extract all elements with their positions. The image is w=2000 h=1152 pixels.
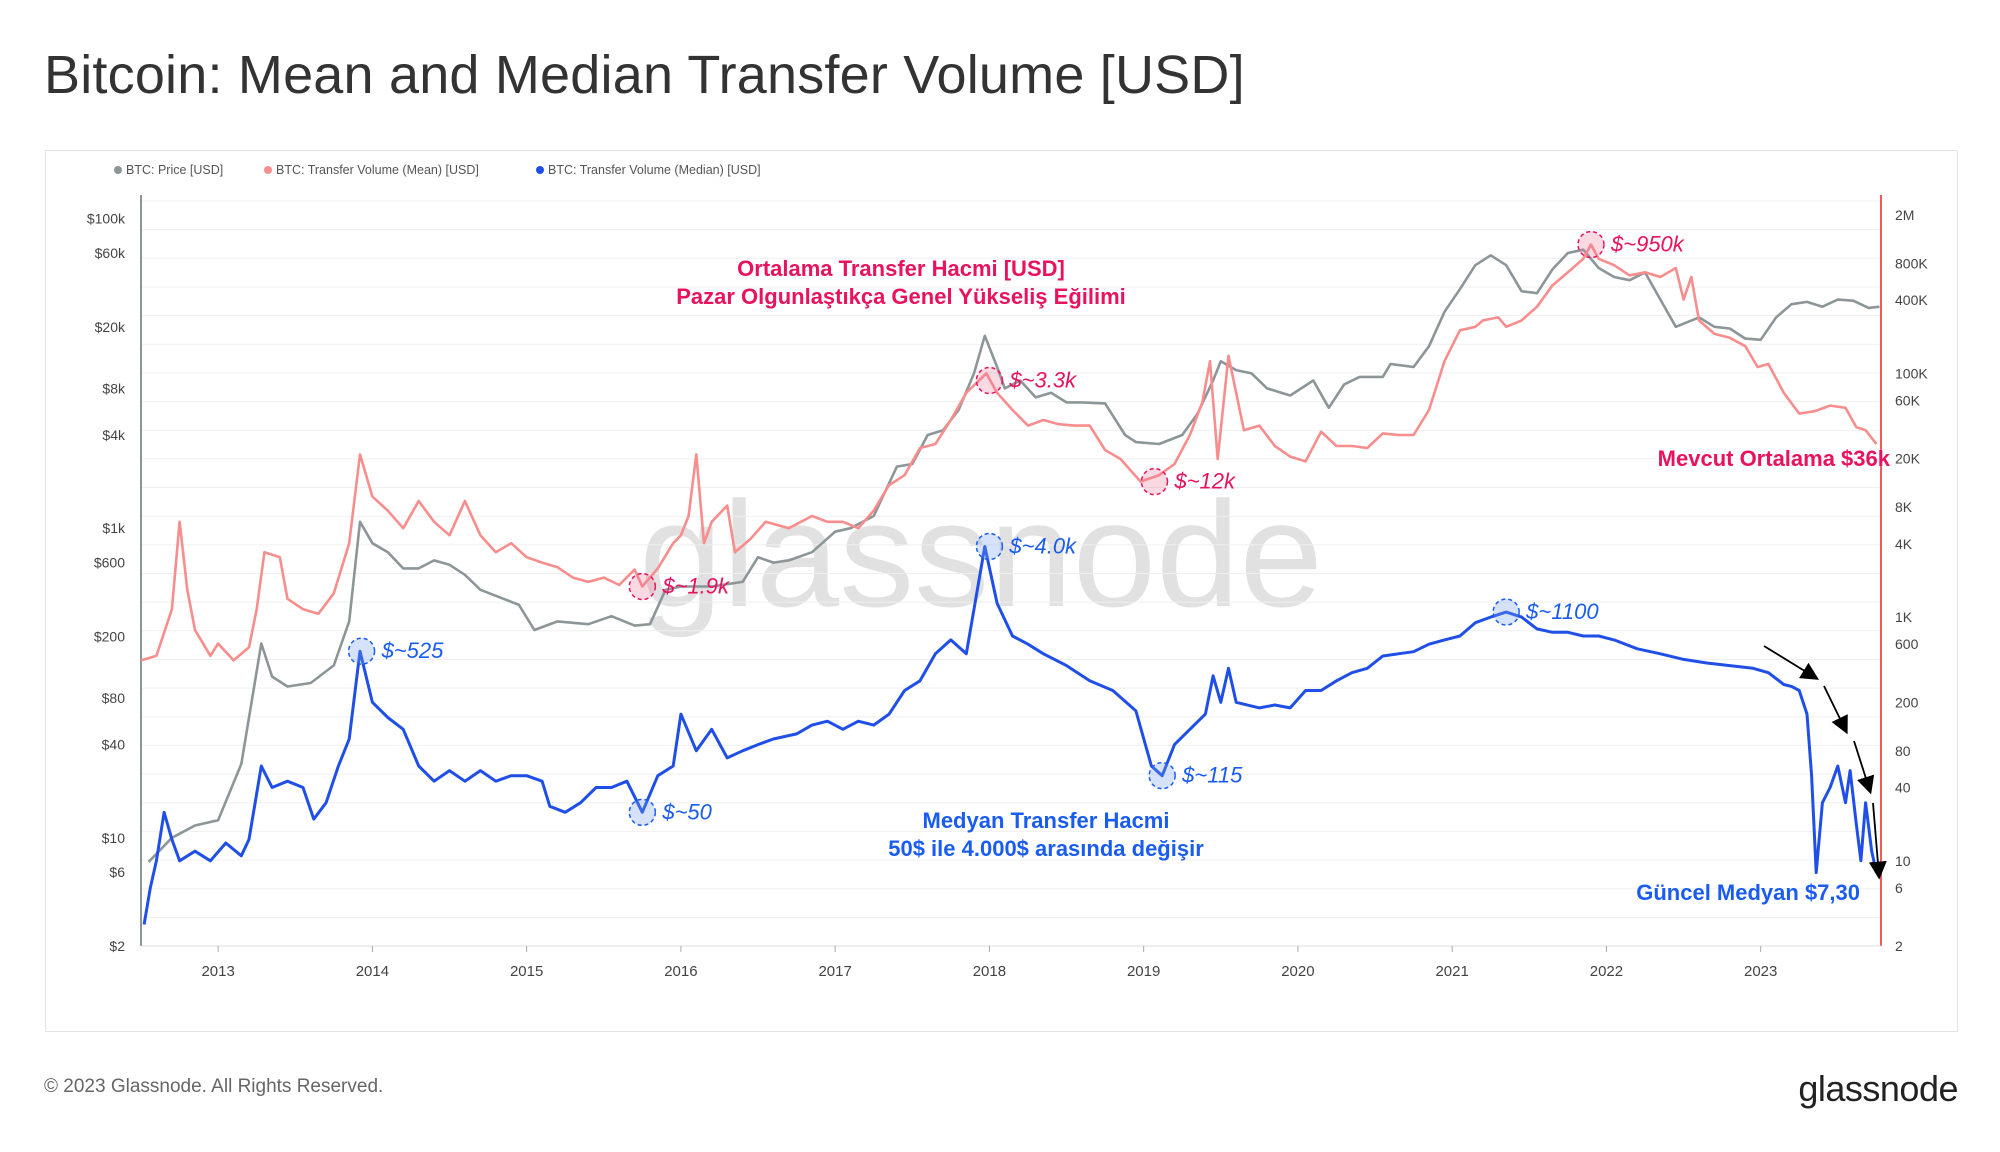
y-left-tick-label: $1k: [102, 520, 126, 536]
marker-circle: [628, 798, 657, 827]
y-left-tick-label: $10: [102, 830, 126, 846]
y-right-tick-label: 10: [1895, 853, 1911, 869]
y-left-tick-label: $4k: [102, 427, 126, 443]
legend-entry: BTC: Transfer Volume (Mean) [USD]: [276, 163, 479, 177]
marker-circle: [628, 572, 657, 601]
page-title: Bitcoin: Mean and Median Transfer Volume…: [44, 45, 1245, 105]
y-left-tick-label: $80: [102, 690, 126, 706]
marker-circle: [1577, 230, 1605, 259]
glassnode-logo: glassnode: [1798, 1068, 1958, 1109]
axes: $100k $60k $20k $8k $4k $1k $600 $200 $80 $40 $10 $…: [87, 195, 1928, 980]
marker-circle: [975, 532, 1004, 561]
y-right-tick-label: 800K: [1895, 255, 1928, 271]
marker-label: $~1.9k: [661, 574, 730, 599]
x-tick-label: 2022: [1590, 963, 1623, 980]
y-right-tick-label: 1K: [1895, 609, 1913, 625]
x-tick-label: 2020: [1281, 963, 1314, 980]
marker-circle: [347, 637, 376, 665]
x-tick-label: 2023: [1744, 963, 1777, 980]
y-right-tick-label: 200: [1895, 694, 1919, 710]
annotations: Ortalama Transfer Hacmi [USD] Pazar Olgun…: [676, 256, 1891, 905]
legend-entry: BTC: Price [USD]: [126, 163, 223, 177]
annotation-text: 50$ ile 4.000$ arasında değişir: [888, 836, 1204, 861]
chart-svg: glassnode BTC: Price [USD] BTC: Transfer …: [87, 163, 1929, 980]
y-right-tick-label: 8K: [1895, 499, 1913, 515]
y-left-tick-label: $2: [109, 938, 125, 954]
marker-circle: [1148, 761, 1176, 790]
x-tick-label: 2019: [1127, 963, 1160, 980]
mean-line: [140, 243, 1878, 662]
y-right-tick-label: 100K: [1895, 365, 1928, 381]
x-tick-label: 2015: [510, 963, 543, 980]
y-left-tick-label: $200: [94, 628, 125, 644]
y-right-tick-label: 4K: [1895, 536, 1913, 552]
marker-label: $~4.0k: [1008, 533, 1077, 558]
annotation-text: Ortalama Transfer Hacmi [USD]: [737, 256, 1065, 281]
y-right-tick-label: 40: [1895, 779, 1911, 795]
copyright-text: © 2023 Glassnode. All Rights Reserved.: [44, 1076, 384, 1097]
y-left-tick-label: $6: [109, 864, 125, 880]
marker-label: $~3.3k: [1008, 368, 1077, 393]
y-left-tick-label: $60k: [95, 245, 126, 261]
y-right-tick-label: 400K: [1895, 292, 1928, 308]
watermark: glassnode: [639, 470, 1323, 638]
marker-label: $~950k: [1610, 232, 1685, 257]
y-left-tick-label: $600: [94, 555, 125, 571]
x-tick-label: 2016: [664, 963, 697, 980]
marker-label: $~525: [381, 638, 445, 663]
x-tick-label: 2018: [973, 963, 1006, 980]
chart-container: glassnode BTC: Price [USD] BTC: Transfer …: [45, 150, 1958, 1032]
y-right-tick-label: 6: [1895, 880, 1903, 896]
legend-entry: BTC: Transfer Volume (Median) [USD]: [548, 163, 761, 177]
y-left-tick-label: $20k: [95, 319, 126, 335]
marker-label: $~1100: [1525, 599, 1599, 624]
annotation-text: Medyan Transfer Hacmi: [923, 808, 1170, 833]
x-tick-label: 2017: [818, 963, 851, 980]
y-right-tick-label: 2M: [1895, 207, 1914, 223]
y-left-tick-label: $40: [102, 737, 126, 753]
annotation-text: Pazar Olgunlaştıkça Genel Yükseliş Eğili…: [676, 284, 1126, 309]
markers: $~1.9k $~3.3k $~12k $~950k $~525 $~50 $~4.0k $~…: [347, 230, 1685, 827]
trend-arrow: [1823, 685, 1848, 735]
legend-marker: [264, 166, 272, 174]
marker-label: $~12k: [1173, 469, 1236, 494]
y-left-tick-label: $8k: [102, 380, 126, 396]
marker-circle: [1140, 467, 1169, 496]
trend-arrow: [1868, 802, 1887, 880]
marker-circle: [975, 366, 1004, 395]
annotation-text: Mevcut Ortalama $36k: [1658, 446, 1891, 471]
annotation-text: Güncel Medyan $7,30: [1636, 880, 1860, 905]
y-right-tick-label: 80: [1895, 743, 1911, 759]
x-tick-label: 2014: [356, 963, 389, 980]
x-tick-label: 2013: [201, 963, 234, 980]
y-right-tick-label: 600: [1895, 636, 1919, 652]
x-tick-label: 2021: [1435, 963, 1468, 980]
trend-arrow: [1763, 645, 1820, 680]
marker-label: $~50: [661, 799, 712, 824]
y-right-tick-label: 60K: [1895, 392, 1921, 408]
y-right-tick-label: 20K: [1895, 451, 1921, 467]
marker-circle: [1492, 598, 1520, 626]
y-right-tick-label: 2: [1895, 938, 1903, 954]
y-left-tick-label: $100k: [87, 211, 126, 227]
median-line: [142, 545, 1878, 925]
price-line: [147, 248, 1880, 863]
marker-label: $~115: [1181, 763, 1243, 788]
series-lines: [140, 243, 1880, 925]
legend-marker: [536, 166, 544, 174]
legend-marker: [114, 166, 122, 174]
trend-arrow: [1853, 740, 1875, 795]
grid-lines: [141, 200, 1881, 947]
legend: BTC: Price [USD] BTC: Transfer Volume (Me…: [114, 163, 761, 177]
